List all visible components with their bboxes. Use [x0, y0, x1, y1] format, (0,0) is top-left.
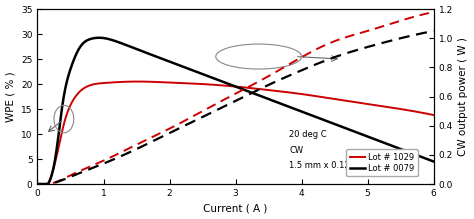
Text: CW: CW — [289, 146, 303, 155]
Text: 1.5 mm x 0.12 mm: 1.5 mm x 0.12 mm — [289, 161, 369, 170]
Y-axis label: CW output power ( W ): CW output power ( W ) — [458, 37, 468, 156]
Y-axis label: WPE ( % ): WPE ( % ) — [6, 71, 16, 122]
Legend: Lot # 1029, Lot # 0079: Lot # 1029, Lot # 0079 — [346, 149, 418, 176]
X-axis label: Current ( A ): Current ( A ) — [203, 203, 268, 214]
Text: 20 deg C: 20 deg C — [289, 130, 327, 139]
